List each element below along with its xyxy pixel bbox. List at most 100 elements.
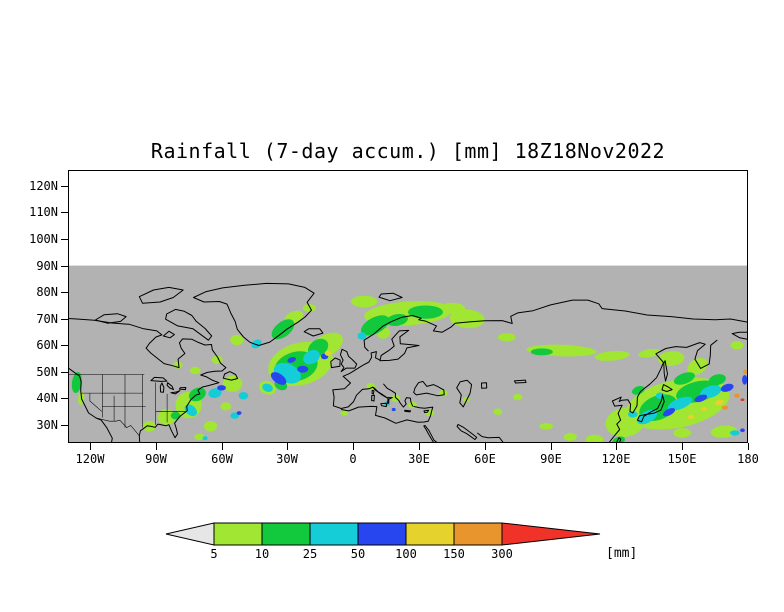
colorbar-units-label: [mm] (606, 546, 638, 561)
rain-cell (743, 369, 748, 374)
colorbar-arrow-bar (165, 522, 601, 546)
coastline (193, 282, 315, 346)
colorbar-segment (213, 522, 263, 546)
colorbar-segment (405, 522, 455, 546)
colorbar-segment (261, 522, 311, 546)
coastline (731, 331, 748, 340)
coastline (661, 384, 673, 392)
rain-cell (366, 382, 376, 390)
rain-cell (512, 393, 523, 401)
coastline (166, 382, 174, 391)
coastline (423, 425, 439, 443)
colorbar-segment (309, 522, 359, 546)
rain-cell (715, 399, 724, 406)
rain-cell (730, 430, 740, 436)
rain-cell (230, 412, 240, 419)
rain-cell (673, 372, 695, 385)
coastline (371, 389, 375, 395)
rain-cell (701, 407, 707, 411)
coastline (404, 409, 412, 413)
rain-cell (585, 434, 604, 443)
rain-cell (438, 302, 466, 314)
rain-cell (742, 375, 748, 385)
rain-cell (628, 411, 638, 418)
rain-cell (730, 341, 744, 350)
rain-cell (251, 339, 262, 349)
coastline (383, 383, 414, 408)
colorbar-above-arrow (501, 522, 601, 546)
coastline (162, 330, 175, 339)
x-tick-label: 0 (349, 452, 357, 466)
y-tick-label: 30N (36, 418, 58, 432)
x-tick-label: 150E (667, 452, 697, 466)
x-tick-label: 120W (75, 452, 105, 466)
y-tick-mark (61, 372, 68, 373)
coastline (222, 371, 239, 381)
coastline (636, 394, 665, 423)
rain-cell (391, 407, 396, 412)
coastline (170, 390, 181, 395)
coastline (423, 409, 430, 413)
rain-cell (360, 315, 390, 336)
coastline (341, 405, 434, 424)
colorbar-segment (357, 522, 407, 546)
rain-cell (350, 295, 378, 308)
colorbar-tick-label: 10 (254, 547, 270, 561)
x-tick-mark (682, 443, 683, 450)
y-tick-label: 80N (36, 285, 58, 299)
rain-cell (539, 423, 554, 430)
rain-cell (631, 386, 645, 395)
y-tick-mark (61, 292, 68, 293)
rain-cell (497, 333, 516, 342)
y-tick-mark (61, 239, 68, 240)
rain-cell (357, 332, 367, 340)
coastline (413, 380, 445, 397)
rain-cell (740, 398, 745, 401)
y-tick-mark (61, 425, 68, 426)
rain-cell (271, 319, 295, 340)
rain-cell (721, 405, 729, 410)
coastline (616, 437, 622, 443)
y-tick-mark (61, 212, 68, 213)
coastline (513, 379, 527, 384)
coastline (372, 386, 393, 405)
x-tick-label: 90E (540, 452, 562, 466)
colorbar (160, 521, 620, 547)
rain-cell (594, 350, 630, 361)
colorbar-tick-label: 25 (302, 547, 318, 561)
rain-cell (720, 383, 734, 392)
y-tick-label: 60N (36, 338, 58, 352)
rain-cell (673, 428, 691, 438)
y-tick-label: 40N (36, 391, 58, 405)
rain-cell (740, 428, 745, 433)
x-tick-mark (616, 443, 617, 450)
colorbar-tick-label: 300 (491, 547, 513, 561)
y-tick-mark (61, 319, 68, 320)
x-tick-label: 180 (737, 452, 759, 466)
coastline (138, 286, 184, 304)
rain-cell (408, 305, 443, 319)
colorbar-below-arrow (165, 522, 215, 546)
coastline (303, 328, 324, 337)
coastline (363, 299, 748, 352)
x-tick-label: 90W (145, 452, 167, 466)
rain-cell (202, 436, 208, 441)
coastline (340, 386, 374, 409)
x-tick-mark (90, 443, 91, 450)
coastline (608, 339, 718, 443)
x-tick-mark (156, 443, 157, 450)
rain-cell (189, 366, 201, 375)
rain-cell (208, 388, 222, 398)
border-line (96, 417, 140, 436)
coastline (481, 382, 488, 389)
rain-cell (297, 365, 309, 373)
x-tick-mark (419, 443, 420, 450)
rainfall-map (68, 170, 748, 443)
colorbar-tick-label: 100 (395, 547, 417, 561)
x-tick-label: 30E (408, 452, 430, 466)
rain-cell (222, 375, 243, 392)
rain-cell (710, 425, 738, 438)
colorbar-segment (453, 522, 503, 546)
x-tick-label: 60E (474, 452, 496, 466)
